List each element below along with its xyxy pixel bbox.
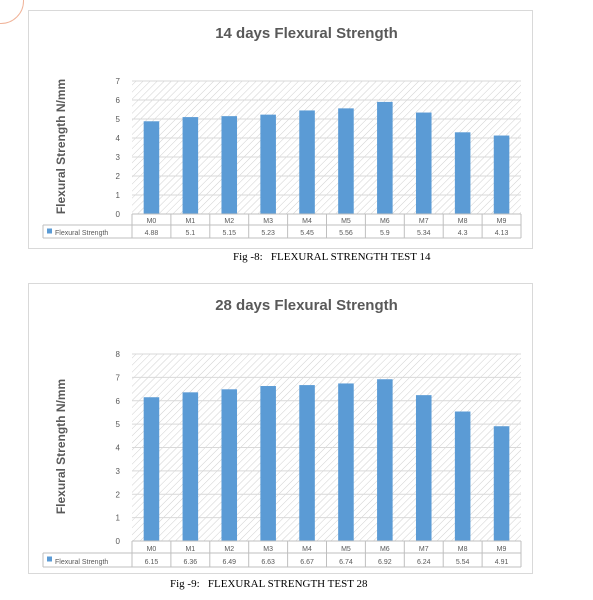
y-tick-label: 6 xyxy=(116,397,121,406)
value-label: 6.92 xyxy=(378,559,392,566)
figure-9-caption: Fig -9: FLEXURAL STRENGTH TEST 28 xyxy=(170,578,368,590)
value-label: 6.74 xyxy=(339,559,353,566)
category-label: M4 xyxy=(302,218,312,225)
chart-title: 14 days Flexural Strength xyxy=(215,25,398,42)
y-tick-label: 3 xyxy=(116,153,121,162)
bar xyxy=(493,426,510,541)
y-tick-label: 2 xyxy=(116,172,121,181)
y-tick-label: 5 xyxy=(116,420,121,429)
bar xyxy=(377,101,393,214)
bar xyxy=(182,117,199,214)
y-axis-label: Flexural Strength N/mm xyxy=(54,79,68,214)
bar xyxy=(299,110,315,214)
bar xyxy=(260,386,276,541)
value-label: 6.24 xyxy=(417,559,431,566)
value-label: 5.9 xyxy=(380,230,390,237)
value-label: 4.88 xyxy=(145,230,159,237)
y-tick-label: 7 xyxy=(116,77,121,86)
value-label: 6.63 xyxy=(261,559,275,566)
y-tick-label: 0 xyxy=(116,210,121,219)
category-label: M5 xyxy=(341,546,351,553)
value-label: 6.36 xyxy=(184,559,198,566)
y-tick-label: 7 xyxy=(116,373,121,382)
value-label: 4.13 xyxy=(495,230,509,237)
y-tick-label: 3 xyxy=(116,467,121,476)
value-label: 5.15 xyxy=(222,230,236,237)
category-label: M0 xyxy=(147,546,157,553)
bar xyxy=(338,108,354,214)
bar xyxy=(493,135,510,214)
category-label: M8 xyxy=(458,218,468,225)
y-tick-label: 8 xyxy=(116,350,121,359)
category-label: M1 xyxy=(185,546,195,553)
series-name-label: Flexural Strength xyxy=(55,230,108,237)
category-label: M5 xyxy=(341,218,351,225)
y-tick-label: 4 xyxy=(116,444,121,453)
bar xyxy=(143,397,160,541)
category-label: M0 xyxy=(147,218,157,225)
bar xyxy=(260,114,276,214)
chart-title: 28 days Flexural Strength xyxy=(215,297,398,314)
value-label: 5.54 xyxy=(456,559,470,566)
y-axis-label: Flexural Strength N/mm xyxy=(54,379,68,514)
value-label: 5.34 xyxy=(417,230,431,237)
y-tick-label: 1 xyxy=(116,191,121,200)
bar xyxy=(338,383,354,541)
category-label: M9 xyxy=(497,546,507,553)
value-label: 5.56 xyxy=(339,230,353,237)
y-tick-label: 0 xyxy=(116,537,121,546)
y-tick-label: 5 xyxy=(116,115,121,124)
category-label: M2 xyxy=(224,546,234,553)
figure-8-caption: Fig -8: FLEXURAL STRENGTH TEST 14 xyxy=(233,251,431,263)
value-label: 4.3 xyxy=(458,230,468,237)
chart-14-days-svg: 14 days Flexural Strength Flexural Streng… xyxy=(42,25,522,239)
value-label: 4.91 xyxy=(495,559,509,566)
category-label: M3 xyxy=(263,218,273,225)
category-label: M4 xyxy=(302,546,312,553)
page-corner-mark xyxy=(0,0,24,24)
series-name-label: Flexural Strength xyxy=(55,559,108,566)
bar xyxy=(454,411,471,541)
y-tick-label: 1 xyxy=(116,514,121,523)
value-label: 5.45 xyxy=(300,230,314,237)
legend-key xyxy=(47,228,52,234)
value-label: 5.1 xyxy=(185,230,195,237)
bar xyxy=(221,389,238,541)
category-label: M1 xyxy=(185,218,195,225)
bar xyxy=(182,392,199,541)
chart-28-days-svg: 28 days Flexural Strength Flexural Streng… xyxy=(42,297,522,568)
value-label: 6.67 xyxy=(300,559,314,566)
bar xyxy=(415,112,432,214)
value-label: 6.49 xyxy=(222,559,236,566)
chart-28-days: 28 days Flexural Strength Flexural Streng… xyxy=(28,283,533,574)
category-label: M8 xyxy=(458,546,468,553)
y-tick-label: 6 xyxy=(116,96,121,105)
bar xyxy=(299,385,315,541)
category-label: M9 xyxy=(497,218,507,225)
category-label: M3 xyxy=(263,546,273,553)
y-tick-label: 2 xyxy=(116,490,121,499)
chart-14-days: 14 days Flexural Strength Flexural Streng… xyxy=(28,10,533,249)
category-label: M7 xyxy=(419,546,429,553)
category-label: M6 xyxy=(380,546,390,553)
category-label: M2 xyxy=(224,218,234,225)
y-tick-label: 4 xyxy=(116,134,121,143)
bar xyxy=(377,379,393,541)
category-label: M7 xyxy=(419,218,429,225)
bar xyxy=(221,116,238,214)
value-label: 6.15 xyxy=(145,559,159,566)
bar xyxy=(143,121,160,214)
category-label: M6 xyxy=(380,218,390,225)
value-label: 5.23 xyxy=(261,230,275,237)
bar xyxy=(415,395,432,541)
bar xyxy=(454,132,471,214)
legend-key xyxy=(47,556,52,562)
